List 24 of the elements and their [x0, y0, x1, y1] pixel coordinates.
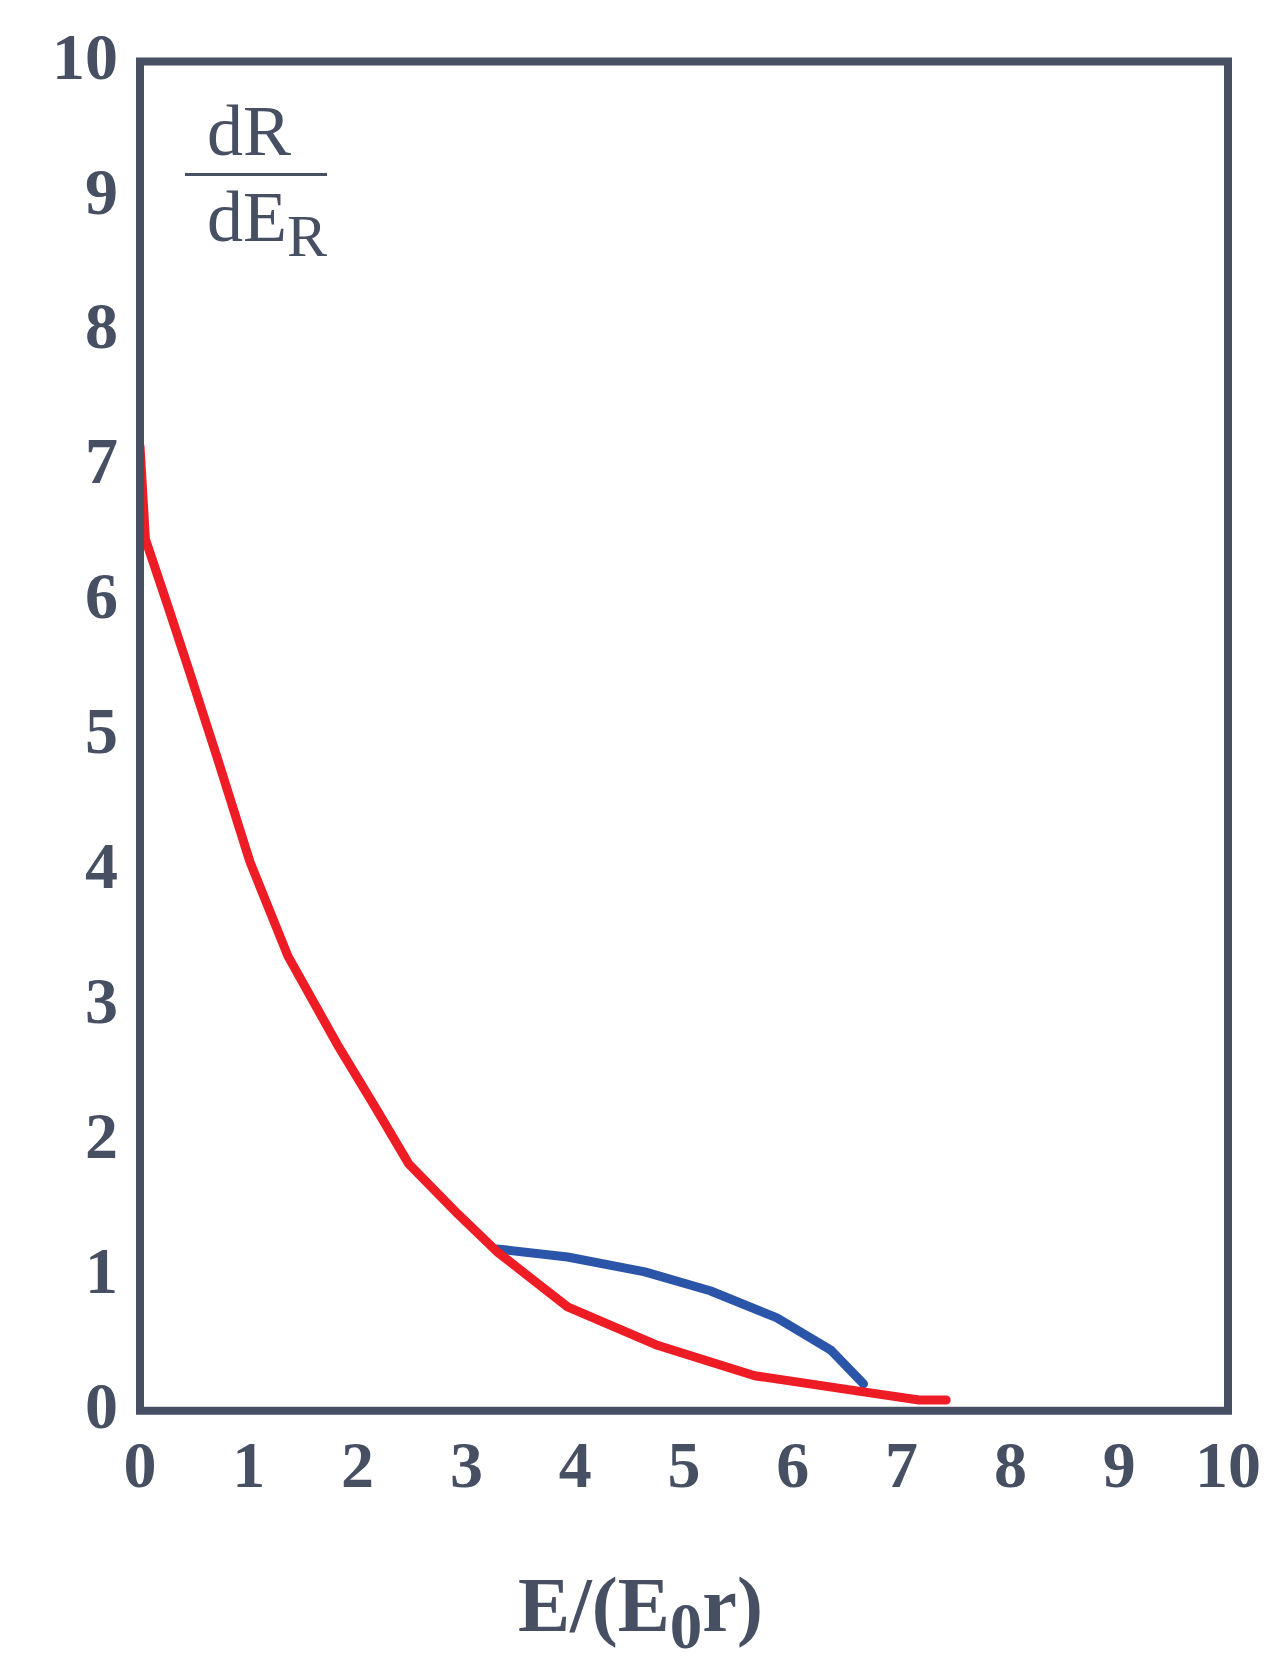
- x-tick-label: 5: [667, 1428, 701, 1502]
- x-axis-title: E/(E$_{0}$r): [517, 1560, 764, 1664]
- y-tick-label: 2: [85, 1099, 118, 1173]
- y-tick-label: 0: [85, 1368, 118, 1442]
- x-tick-label: 9: [1102, 1428, 1136, 1502]
- y-tick-label: 5: [85, 694, 118, 768]
- y-tick-label: 6: [85, 559, 118, 633]
- y-tick-label: 3: [85, 964, 118, 1038]
- y-tick-label: 1: [85, 1233, 118, 1307]
- annotation: dE$_{R}$: [185, 173, 328, 272]
- x-tick-label: 3: [449, 1428, 483, 1502]
- x-tick-label: 6: [776, 1428, 810, 1502]
- y-tick-label: 9: [85, 154, 118, 228]
- x-tick-label: 2: [341, 1428, 375, 1502]
- y-tick-label: 4: [85, 829, 118, 903]
- annotation: dR: [206, 90, 293, 173]
- x-tick-label: 10: [1195, 1428, 1261, 1502]
- y-tick-label: 10: [52, 19, 118, 93]
- x-tick-label: 7: [885, 1428, 919, 1502]
- y-tick-label: 7: [85, 424, 118, 498]
- x-tick-label: 8: [993, 1428, 1027, 1502]
- x-tick-label: 4: [558, 1428, 592, 1502]
- y-tick-label: 8: [85, 289, 118, 363]
- x-tick-label: 1: [232, 1428, 266, 1502]
